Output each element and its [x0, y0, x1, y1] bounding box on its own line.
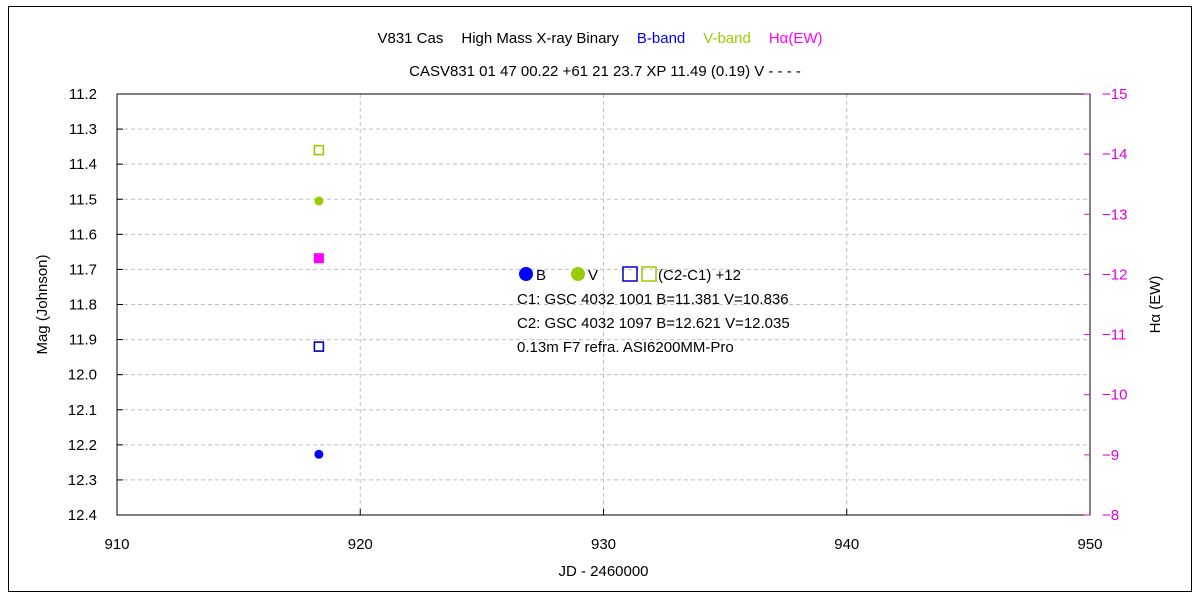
data-point-b	[314, 449, 324, 459]
title-part: V831 Cas	[377, 30, 443, 47]
y-tick-label: 12.3	[68, 472, 97, 489]
y-tick-label: 12.4	[68, 507, 97, 524]
y-tick-label: 11.2	[69, 86, 97, 103]
y-tick-label: 11.5	[69, 191, 97, 208]
y-tick-label: 11.8	[69, 297, 97, 314]
legend-note-line: 0.13m F7 refra. ASI6200MM-Pro	[517, 339, 734, 356]
legend-marker-comp-b	[622, 266, 638, 282]
x-tick-label: 950	[1077, 536, 1102, 553]
legend-marker-comp-v	[641, 266, 657, 282]
data-point-h-ew-	[313, 253, 324, 264]
legend-note-line: C2: GSC 4032 1097 B=12.621 V=12.035	[517, 315, 790, 332]
title-part: Hα(EW)	[769, 30, 823, 47]
x-tick-label: 940	[834, 536, 859, 553]
y2-tick-label: −12	[1102, 266, 1127, 283]
data-point--c2-c1-12-b	[313, 341, 325, 352]
x-tick-label: 920	[348, 536, 373, 553]
y2-axis-label: Hα (EW)	[1147, 276, 1164, 334]
y-tick-label: 11.6	[69, 226, 97, 243]
y-tick-label: 11.4	[69, 156, 97, 173]
y-tick-label: 12.0	[68, 367, 97, 384]
chart-frame	[8, 6, 1192, 592]
y2-tick-label: −15	[1102, 86, 1127, 103]
title-part: B-band	[637, 30, 685, 47]
y2-tick-label: −11	[1102, 327, 1126, 344]
y2-tick-label: −14	[1102, 146, 1127, 163]
y-tick-label: 12.1	[68, 402, 97, 419]
title-part: High Mass X-ray Binary	[461, 30, 619, 47]
legend-marker-b	[519, 267, 533, 281]
legend-label-b: B	[536, 267, 546, 284]
legend-label-comp: (C2-C1) +12	[658, 267, 741, 284]
data-point--c2-c1-12-v	[313, 144, 325, 156]
x-tick-label: 910	[104, 536, 129, 553]
x-tick-label: 930	[591, 536, 616, 553]
y2-tick-label: −8	[1102, 507, 1119, 524]
y2-tick-label: −9	[1102, 447, 1119, 464]
legend-label-v: V	[588, 267, 598, 284]
data-point-v	[314, 196, 324, 206]
x-axis-label: JD - 2460000	[558, 563, 648, 580]
legend-note-line: C1: GSC 4032 1001 B=11.381 V=10.836	[517, 291, 789, 308]
y-tick-label: 11.3	[69, 121, 97, 138]
y-axis-label: Mag (Johnson)	[34, 254, 51, 354]
y-tick-label: 11.7	[69, 261, 97, 278]
y-tick-label: 12.2	[68, 437, 97, 454]
legend-marker-v	[571, 267, 585, 281]
chart-subtitle: CASV831 01 47 00.22 +61 21 23.7 XP 11.49…	[409, 63, 801, 80]
title-part: V-band	[703, 30, 751, 47]
y-tick-label: 11.9	[69, 332, 97, 349]
chart-title: V831 Cas High Mass X-ray Binary B-band V-ba…	[377, 30, 822, 47]
y2-tick-label: −10	[1102, 387, 1127, 404]
y2-tick-label: −13	[1102, 206, 1127, 223]
